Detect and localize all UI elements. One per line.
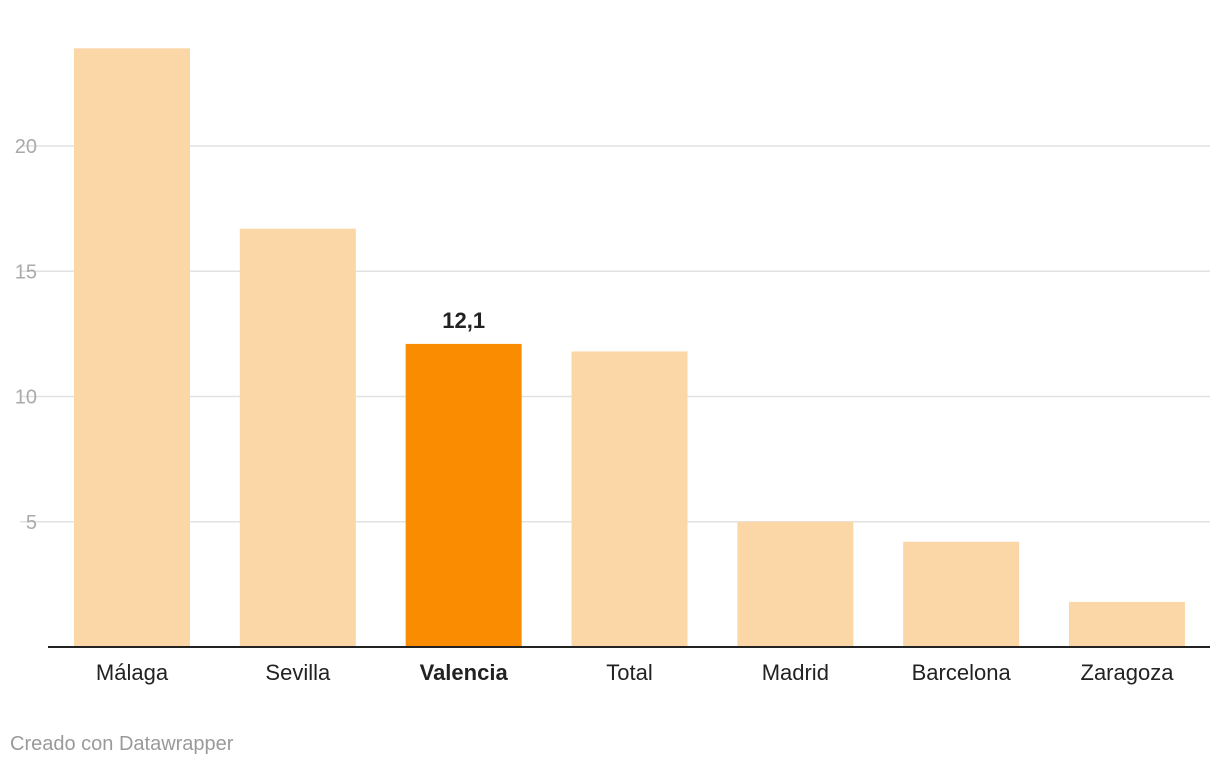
x-tick-label: Málaga: [96, 660, 169, 685]
y-axis-ticks: 5 10 15 20: [15, 136, 37, 534]
x-tick-label: Madrid: [762, 660, 829, 685]
y-tick-label: 5: [26, 512, 37, 534]
x-tick-label: Sevilla: [265, 660, 331, 685]
x-tick-label: Zaragoza: [1081, 660, 1175, 685]
x-tick-label: Barcelona: [912, 660, 1012, 685]
bar-málaga: [74, 48, 190, 648]
bar-zaragoza: [1068, 601, 1185, 647]
y-tick-label: 15: [15, 261, 37, 283]
x-tick-label: Total: [606, 660, 652, 685]
y-tick-label: 10: [15, 387, 37, 409]
x-tick-label: Valencia: [420, 660, 509, 685]
bars: [74, 48, 1185, 648]
bar-total: [571, 351, 688, 647]
bar-madrid: [737, 521, 854, 647]
bar-barcelona: [903, 541, 1020, 647]
x-axis-labels: Málaga Sevilla Valencia Total Madrid Barcelon…: [96, 660, 1174, 685]
y-tick-label: 20: [15, 136, 37, 158]
data-label-valencia: 12,1: [442, 308, 485, 333]
bar-valencia: [405, 343, 522, 647]
bar-sevilla: [239, 228, 356, 648]
credit-text: Creado con Datawrapper: [10, 733, 234, 755]
